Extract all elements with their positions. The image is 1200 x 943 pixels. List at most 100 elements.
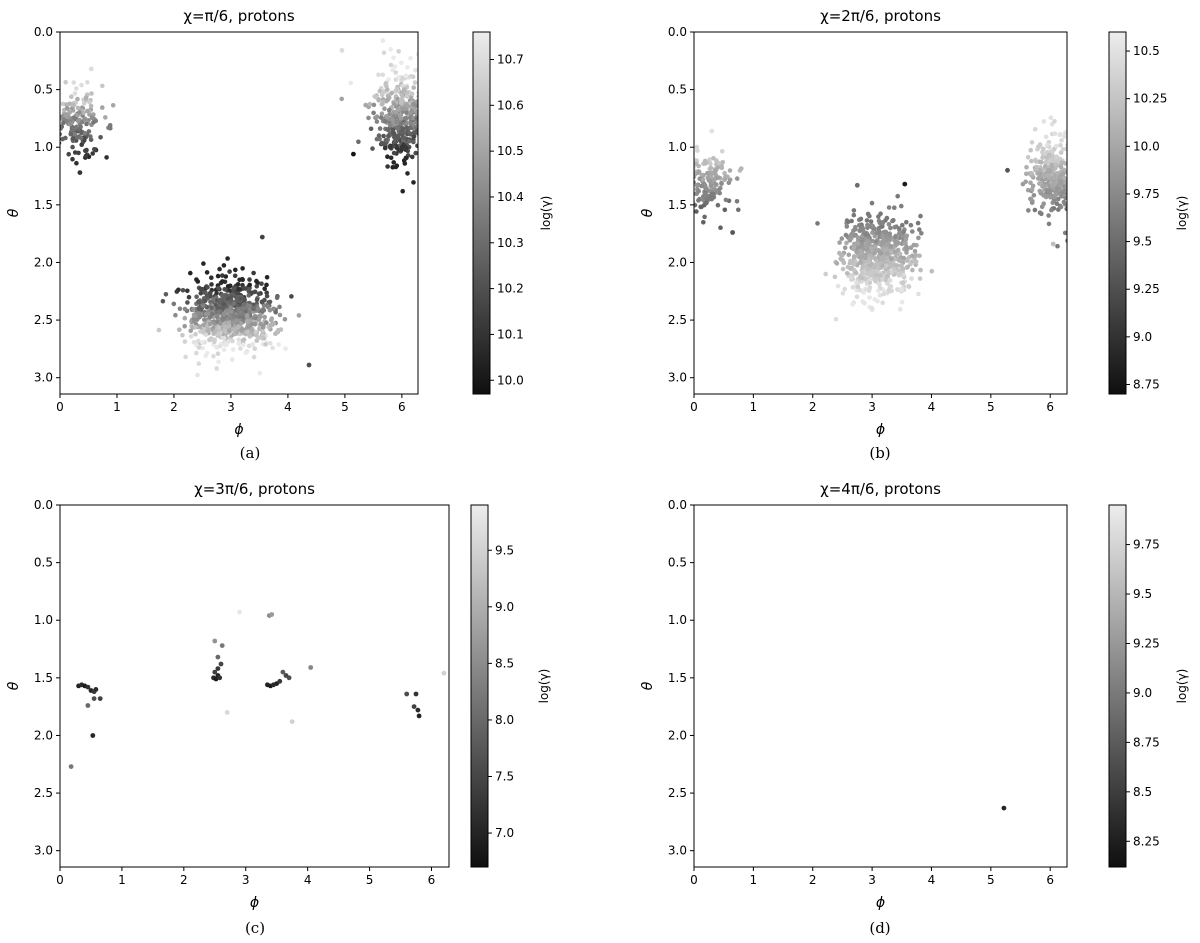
data-point bbox=[891, 265, 897, 271]
data-point bbox=[63, 79, 68, 85]
data-point bbox=[404, 90, 410, 96]
data-point bbox=[415, 52, 418, 57]
data-point bbox=[236, 308, 242, 313]
data-point bbox=[868, 219, 874, 224]
data-point bbox=[196, 361, 202, 367]
data-point bbox=[214, 366, 220, 371]
data-point bbox=[98, 135, 103, 140]
data-point bbox=[1071, 162, 1076, 167]
data-point bbox=[701, 220, 706, 225]
data-point bbox=[866, 271, 872, 276]
data-point bbox=[911, 242, 917, 248]
data-point bbox=[1053, 155, 1059, 161]
data-point bbox=[68, 131, 74, 137]
data-point bbox=[243, 350, 249, 356]
data-point bbox=[910, 229, 915, 234]
data-point bbox=[1078, 166, 1083, 171]
data-point bbox=[855, 284, 861, 290]
data-point bbox=[247, 318, 252, 324]
data-point bbox=[1055, 170, 1060, 176]
data-point bbox=[854, 182, 860, 188]
data-point bbox=[208, 293, 213, 299]
data-point bbox=[425, 131, 430, 136]
data-point bbox=[858, 216, 864, 222]
data-point bbox=[240, 327, 245, 332]
data-point bbox=[210, 311, 215, 317]
data-point bbox=[415, 143, 418, 149]
data-point bbox=[241, 302, 247, 307]
data-point bbox=[104, 155, 109, 160]
data-point bbox=[1037, 188, 1043, 194]
data-point bbox=[245, 329, 250, 335]
data-point bbox=[858, 288, 863, 293]
data-point bbox=[72, 131, 77, 137]
x-tick-label: 3 bbox=[242, 873, 250, 887]
data-point bbox=[719, 163, 724, 169]
data-point bbox=[277, 304, 282, 310]
data-point bbox=[694, 183, 700, 188]
data-point bbox=[255, 306, 261, 312]
data-point bbox=[396, 75, 401, 80]
data-point bbox=[863, 276, 868, 282]
data-point bbox=[843, 232, 849, 238]
data-point bbox=[870, 238, 875, 244]
y-tick-label: 2.5 bbox=[34, 786, 53, 800]
data-point bbox=[1024, 171, 1029, 177]
data-point bbox=[397, 112, 403, 118]
data-point bbox=[1078, 158, 1083, 163]
data-point bbox=[919, 231, 924, 236]
data-point bbox=[706, 178, 712, 183]
data-point bbox=[215, 273, 221, 279]
data-point bbox=[227, 288, 232, 293]
data-point bbox=[846, 252, 852, 258]
data-point bbox=[917, 253, 922, 259]
data-point bbox=[399, 78, 404, 84]
data-point bbox=[201, 261, 206, 266]
data-point bbox=[182, 339, 188, 344]
data-point bbox=[879, 277, 885, 282]
data-point bbox=[88, 103, 94, 109]
data-point bbox=[53, 128, 58, 133]
data-point bbox=[897, 257, 903, 263]
data-point bbox=[204, 293, 210, 298]
data-point bbox=[383, 137, 389, 143]
data-point bbox=[433, 142, 438, 147]
data-point bbox=[231, 313, 237, 319]
data-point bbox=[216, 285, 221, 291]
data-point bbox=[224, 710, 230, 715]
data-point bbox=[688, 182, 693, 187]
data-point bbox=[1061, 188, 1067, 193]
data-point bbox=[226, 329, 232, 334]
y-tick-label: 1.5 bbox=[668, 671, 687, 685]
colorbar-tick-label: 9.25 bbox=[1133, 636, 1160, 650]
data-point bbox=[684, 183, 689, 188]
data-point bbox=[1071, 170, 1076, 175]
data-point bbox=[249, 290, 255, 296]
data-point bbox=[82, 117, 87, 122]
data-point bbox=[1040, 184, 1045, 189]
data-point bbox=[379, 111, 385, 116]
data-point bbox=[256, 335, 261, 341]
colorbar-label: log(γ) bbox=[1175, 669, 1189, 704]
data-point bbox=[227, 309, 233, 314]
data-point bbox=[70, 125, 75, 131]
data-point bbox=[918, 267, 923, 273]
colorbar-tick-label: 10.0 bbox=[1133, 139, 1160, 153]
data-point bbox=[842, 286, 847, 292]
data-point bbox=[1045, 173, 1050, 179]
x-tick-label: 4 bbox=[928, 873, 936, 887]
data-point bbox=[901, 273, 906, 278]
data-point bbox=[402, 130, 407, 135]
x-tick-label: 2 bbox=[809, 873, 817, 887]
data-point bbox=[89, 115, 95, 121]
data-point bbox=[200, 303, 206, 308]
data-point bbox=[1049, 162, 1055, 168]
data-point bbox=[215, 351, 221, 357]
panel-d: 0 1 2 3 4 5 6 0.0 0.5 1.0 1.5 2.0 2.5 3.0 χ=4π/6, prot… bbox=[640, 480, 1189, 937]
data-point bbox=[849, 277, 854, 282]
data-point bbox=[271, 306, 276, 312]
data-point bbox=[260, 336, 265, 341]
data-point bbox=[1032, 127, 1038, 132]
data-point bbox=[55, 98, 60, 103]
data-point bbox=[267, 307, 273, 313]
